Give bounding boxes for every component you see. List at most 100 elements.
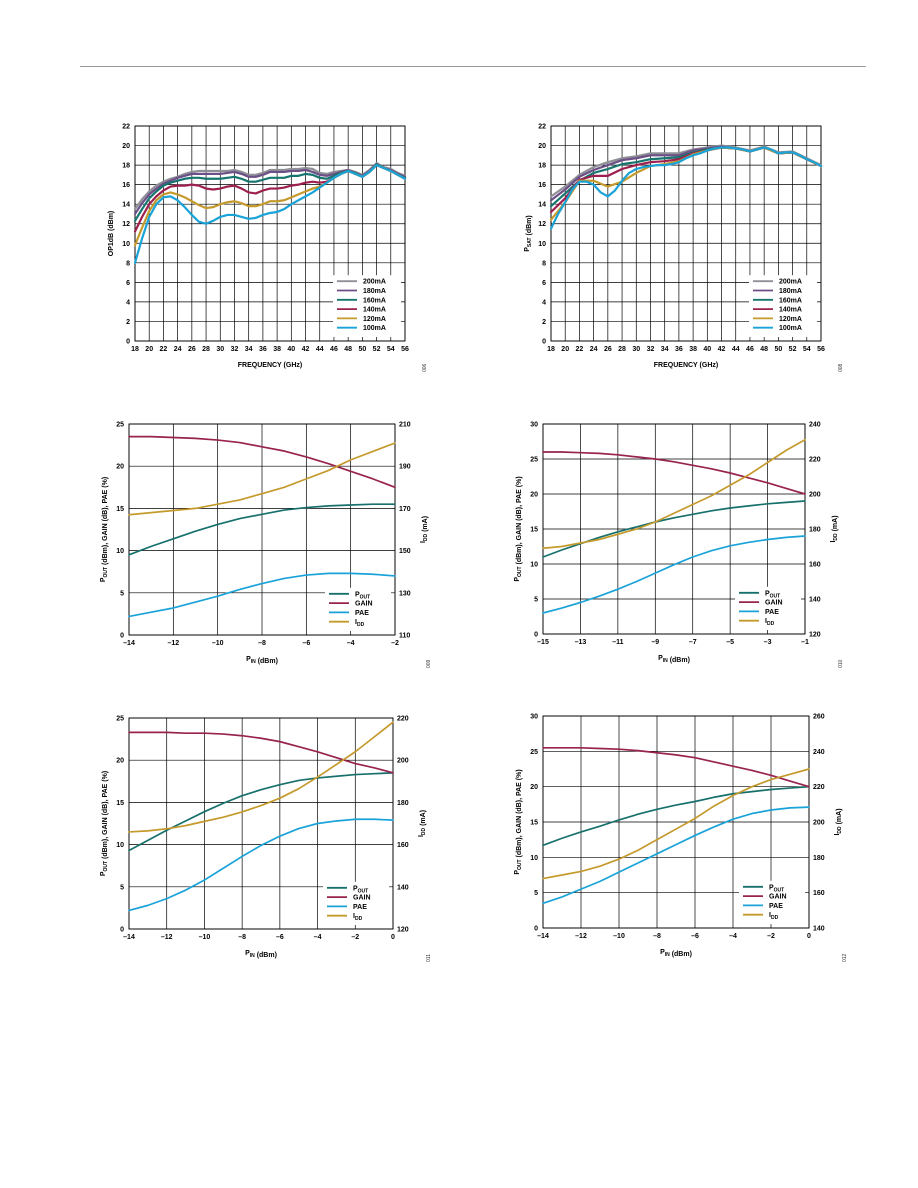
x-tick-label: –4	[347, 640, 355, 647]
y-tick-label: 5	[534, 890, 538, 897]
x-tick-label: –3	[764, 639, 772, 646]
x-tick-label: 20	[561, 346, 569, 353]
x-axis-label: PIN (dBm)	[246, 656, 278, 665]
y2-tick-label: 220	[813, 784, 825, 791]
legend-label: 120mA	[779, 316, 802, 323]
x-tick-label: –8	[258, 640, 266, 647]
x-tick-label: 34	[245, 346, 253, 353]
y2-tick-label: 110	[399, 633, 410, 640]
y2-tick-label: 130	[399, 590, 411, 597]
x-tick-label: 40	[703, 346, 711, 353]
y2-tick-label: 170	[399, 506, 411, 513]
x-tick-label: –10	[212, 640, 224, 647]
x-tick-label: 28	[618, 346, 626, 353]
y-tick-label: 10	[116, 842, 124, 849]
chart-svg-sweep-2: –15 –13 –11 –9 –7 –5 –3 –1 0 5 10 15 20 25 30 120 140 160…	[514, 422, 839, 665]
x-tick-label: 18	[547, 346, 555, 353]
y-tick-label: 14	[122, 202, 130, 209]
chart-power-sweep-3: –14 –12 –10 –8 –6 –4 –2 0 0 5 10 15 20 25 120 140 160 180…	[96, 710, 436, 970]
y2-axis-label: IDD (mA)	[418, 810, 427, 837]
y-tick-label: 16	[122, 182, 130, 189]
legend-label: 180mA	[363, 288, 386, 295]
chart-svg-sweep-3: –14 –12 –10 –8 –6 –4 –2 0 0 5 10 15 20 25 120 140 160 180…	[100, 716, 427, 960]
x-tick-label: 42	[302, 346, 310, 353]
chart-power-sweep-2: –15 –13 –11 –9 –7 –5 –3 –1 0 5 10 15 20 25 30 120 140 160…	[508, 416, 848, 676]
legend-label: 200mA	[779, 279, 802, 286]
y-tick-label: 16	[538, 182, 546, 189]
legend-label: PAE	[765, 609, 779, 616]
y2-axis-label: IDD (mA)	[830, 515, 839, 542]
x-tick-label: –14	[123, 640, 135, 647]
y-tick-label: 10	[116, 548, 124, 555]
x-tick-label: –8	[653, 933, 661, 940]
series-line-idd	[128, 721, 394, 833]
y2-tick-label: 120	[809, 632, 821, 639]
y-tick-label: 20	[530, 492, 538, 499]
series-line-gain	[128, 435, 396, 489]
x-axis-label: PIN (dBm)	[658, 655, 690, 664]
figure-id-4: 010	[838, 659, 844, 668]
y-tick-label: 12	[538, 221, 546, 228]
y-axis-label: PSAT (dBm)	[524, 215, 533, 251]
x-tick-label: –10	[613, 933, 625, 940]
chart-svg-op1db: 18 20 22 24 26 28 30 32 34 36 38 40 42 44 46 48 50 52 54 56…	[108, 124, 409, 370]
legend-label: POUT	[353, 885, 368, 894]
y-tick-label: 10	[530, 855, 538, 862]
chart-svg-sweep-4: –14 –12 –10 –8 –6 –4 –2 0 0 5 10 15 20 25 30 140 160 180 2…	[514, 714, 843, 959]
x-tick-label: –6	[302, 640, 310, 647]
y-axis-label: OP1dB (dBm)	[108, 211, 115, 257]
y2-tick-label: 240	[813, 749, 825, 756]
legend-label: 100mA	[363, 325, 386, 332]
x-tick-label: 46	[746, 346, 754, 353]
legend-label: PAE	[769, 903, 783, 910]
x-tick-label: –10	[199, 934, 211, 941]
y-tick-label: 8	[126, 260, 130, 267]
y-tick-label: 6	[126, 280, 130, 287]
y-tick-label: 5	[534, 597, 538, 604]
y-tick-label: 10	[530, 562, 538, 569]
y-tick-label: 20	[116, 758, 124, 765]
x-tick-label: 0	[807, 933, 811, 940]
series-line-pout	[542, 785, 810, 847]
legend-label: PAE	[353, 904, 367, 911]
x-tick-label: –14	[537, 933, 549, 940]
y2-tick-label: 180	[809, 527, 821, 534]
figure-id-3: 009	[426, 659, 432, 668]
y-tick-label: 2	[126, 319, 130, 326]
x-tick-label: 56	[817, 346, 825, 353]
chart-psat-vs-frequency: 18 20 22 24 26 28 30 32 34 36 38 40 42 44 46 48 50 52 54 56…	[515, 118, 845, 378]
series-line-idd	[542, 438, 806, 550]
y-tick-label: 4	[126, 299, 130, 306]
legend-label: PAE	[355, 610, 369, 617]
y-tick-label: 25	[530, 457, 538, 464]
x-tick-label: 18	[131, 346, 139, 353]
legend-label: 120mA	[363, 316, 386, 323]
x-tick-label: 50	[774, 346, 782, 353]
figure-id-2: 008	[838, 363, 844, 372]
y-tick-label: 25	[116, 716, 124, 723]
y-tick-label: 0	[534, 926, 538, 933]
x-tick-label: 32	[647, 346, 655, 353]
x-tick-label: –2	[391, 640, 399, 647]
x-tick-label: 32	[231, 346, 239, 353]
series-line-pout	[128, 772, 394, 852]
legend-label: 180mA	[779, 288, 802, 295]
y-axis-label: POUT (dBm), GAIN (dB), PAE (%)	[100, 771, 109, 876]
y-tick-label: 18	[122, 163, 130, 170]
legend-label: 140mA	[363, 307, 386, 314]
y-tick-label: 10	[122, 241, 130, 248]
x-tick-label: 36	[675, 346, 683, 353]
y2-tick-label: 140	[397, 884, 409, 891]
x-tick-label: –8	[238, 934, 246, 941]
x-tick-label: 38	[273, 346, 281, 353]
x-tick-label: –12	[161, 934, 173, 941]
chart-svg-sweep-1: –14 –12 –10 –8 –6 –4 –2 0 5 10 15 20 25 110 130 150 170 1…	[100, 422, 429, 666]
legend-label: GAIN	[355, 601, 373, 608]
y2-tick-label: 200	[397, 758, 409, 765]
legend-label: 140mA	[779, 307, 802, 314]
legend-label: 160mA	[363, 297, 386, 304]
y-tick-label: 12	[122, 221, 130, 228]
x-tick-label: 24	[174, 346, 182, 353]
legend-label: POUT	[765, 590, 780, 599]
x-tick-label: 52	[789, 346, 797, 353]
